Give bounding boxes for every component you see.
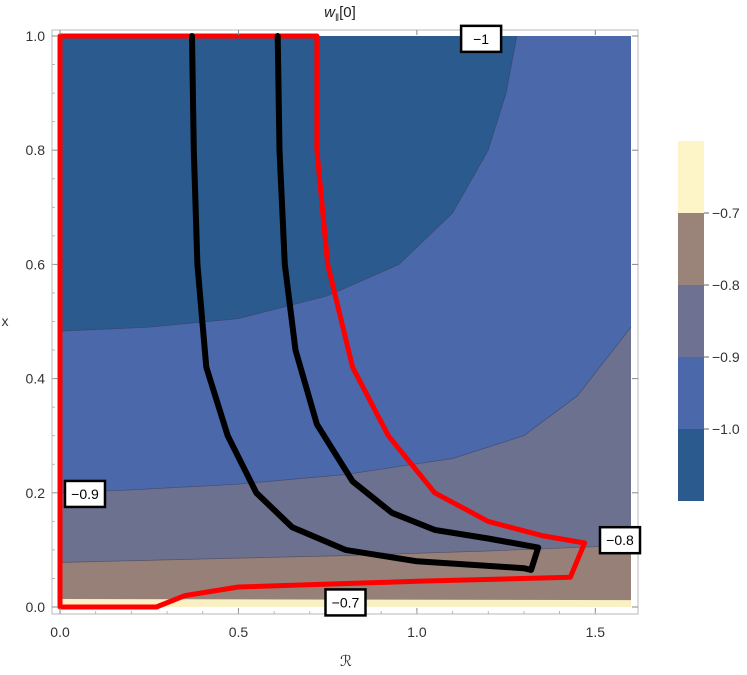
series-line-0 <box>57 33 588 610</box>
contour-line-1 <box>59 326 632 494</box>
contour-line-2 <box>59 35 518 332</box>
legend-label: −0.8 <box>712 277 740 293</box>
y-tick-label: 1.0 <box>26 28 46 44</box>
contour-label-box <box>598 525 642 555</box>
contour-labels: −1 −0.9 −0.8 −0.7 <box>63 24 642 617</box>
y-tick-label: 0.2 <box>26 485 46 501</box>
series-layer <box>57 33 588 610</box>
chart-title: w‖[0] <box>324 4 356 24</box>
x-tick-label: 1.5 <box>586 624 606 640</box>
contour-label: −0.7 <box>324 588 367 617</box>
legend-band <box>678 285 704 357</box>
x-axis: 0.0 0.5 1.0 1.5 <box>50 30 605 640</box>
y-tick-label: 0.6 <box>26 256 46 272</box>
contour-label-text: −0.9 <box>71 486 99 502</box>
x-tick-label: 0.5 <box>229 624 249 640</box>
title-main: w <box>324 4 336 21</box>
legend: −0.7 −0.8 −0.9 −1.0 <box>678 141 740 501</box>
y-tick-label: 0.0 <box>26 599 46 615</box>
legend-label: −0.7 <box>712 205 740 221</box>
x-tick-label: 1.0 <box>407 624 427 640</box>
contour-label-box <box>63 479 107 509</box>
legend-label: −0.9 <box>712 349 740 365</box>
legend-band <box>678 429 704 501</box>
title-sub: ‖ <box>335 13 339 24</box>
region-minus-1 <box>60 36 517 332</box>
contour-label-box <box>324 588 367 617</box>
contour-label: −1 <box>459 24 503 54</box>
contour-label-box <box>459 24 503 54</box>
y-axis-label: x <box>2 313 9 329</box>
contour-label: −0.9 <box>63 479 107 509</box>
contour-label: −0.8 <box>598 525 642 555</box>
x-axis-label: ℛ <box>340 653 352 670</box>
y-tick-label: 0.8 <box>26 142 46 158</box>
legend-band <box>678 213 704 285</box>
legend-band <box>678 141 704 213</box>
title-tail: [0] <box>339 4 356 21</box>
contour-regions <box>60 36 631 607</box>
contour-label-text: −0.8 <box>606 532 634 548</box>
contour-label-text: −1 <box>473 31 489 47</box>
y-axis: 0.0 0.2 0.4 0.6 0.8 1.0 <box>26 28 638 615</box>
x-tick-label: 0.0 <box>50 624 70 640</box>
y-tick-label: 0.4 <box>26 371 46 387</box>
series-line-1 <box>189 33 542 573</box>
legend-label: −1.0 <box>712 421 740 437</box>
contour-label-text: −0.7 <box>332 594 360 610</box>
legend-band <box>678 357 704 429</box>
